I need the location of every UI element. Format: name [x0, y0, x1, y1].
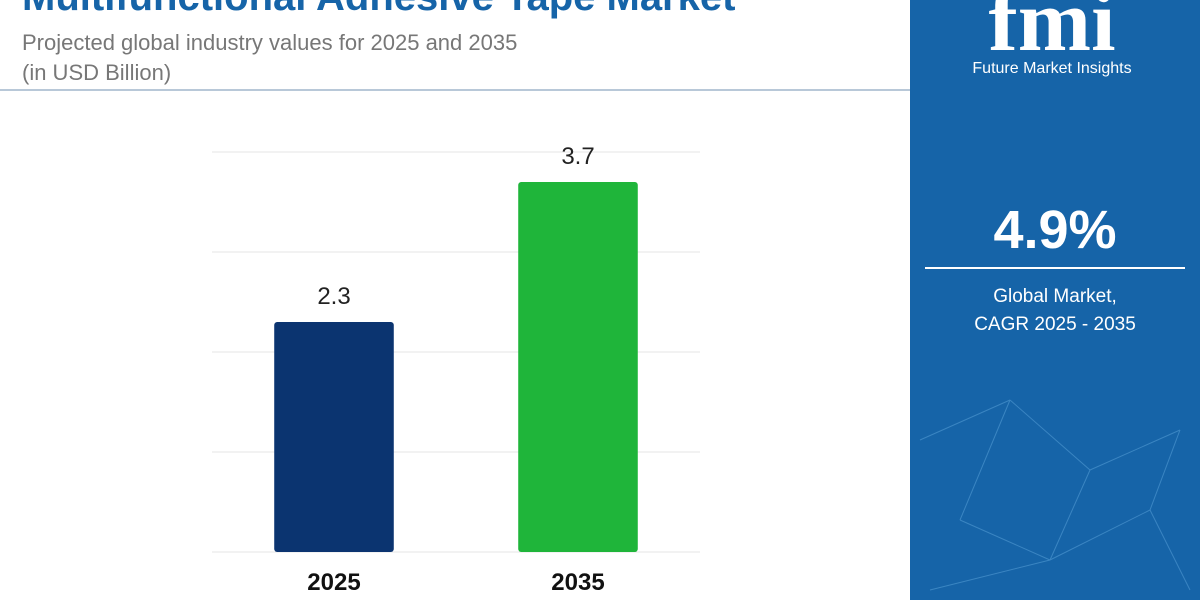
brand-name: Future Market Insights — [972, 60, 1131, 77]
value-label: 3.7 — [561, 143, 594, 170]
brand-logo: fmi — [988, 0, 1115, 70]
bar — [518, 182, 638, 552]
value-label: 2.3 — [317, 283, 350, 310]
cagr-label: CAGR 2025 - 2035 — [974, 314, 1136, 335]
unit-note: (in USD Billion) — [22, 60, 171, 85]
cagr-label: Global Market, — [993, 286, 1117, 307]
network-decoration — [919, 399, 1191, 591]
bar — [274, 322, 394, 552]
chart-title: Multifunctional Adhesive Tape Market — [22, 0, 735, 19]
x-tick-label: 2035 — [551, 569, 604, 596]
side-panel — [910, 0, 1200, 600]
cagr-value: 4.9% — [993, 200, 1116, 260]
x-tick-label: 2025 — [307, 569, 360, 596]
chart-subtitle: Projected global industry values for 202… — [22, 30, 517, 55]
